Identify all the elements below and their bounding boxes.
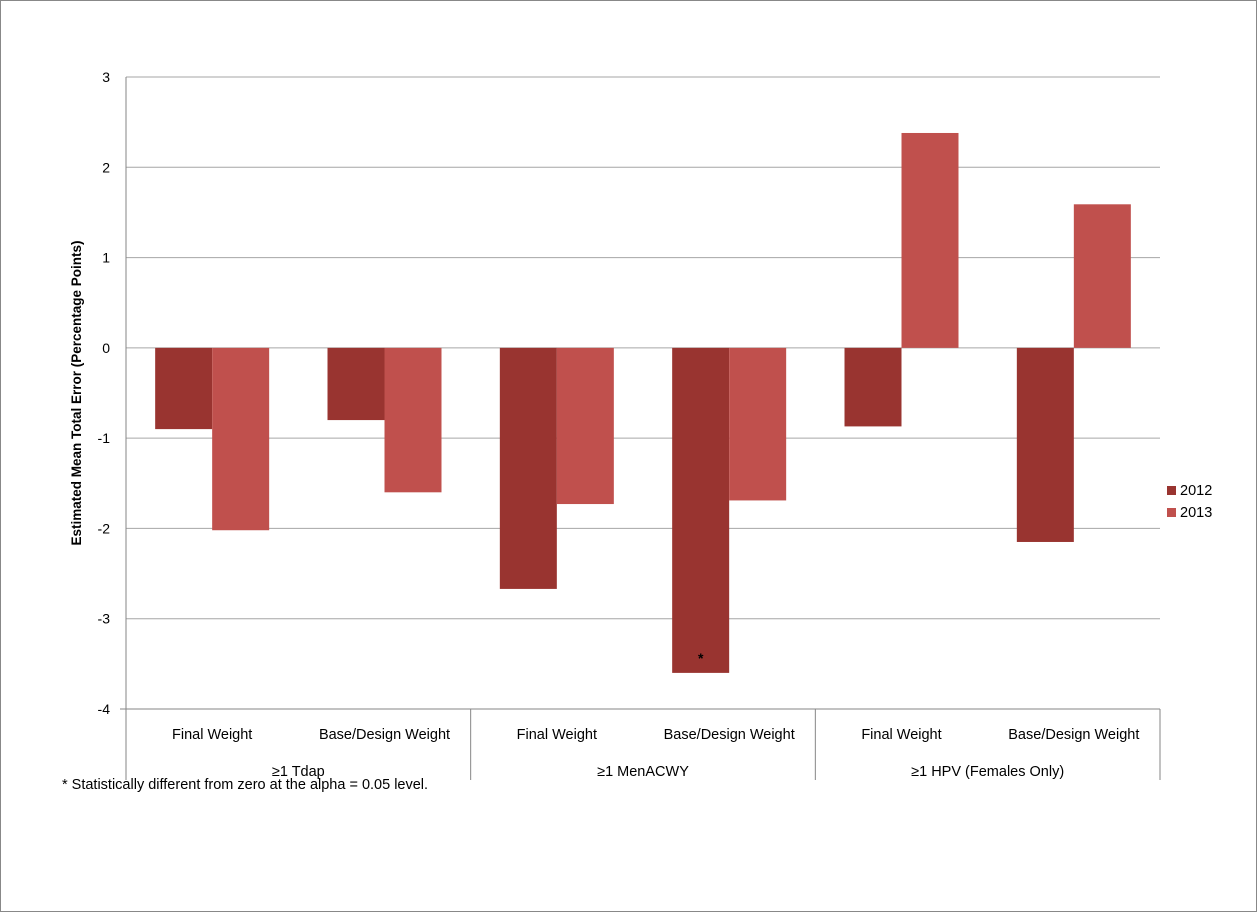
y-tick-label: -4	[98, 701, 111, 717]
bar-2013	[212, 347, 270, 531]
y-axis-label: Estimated Mean Total Error (Percentage P…	[69, 240, 84, 545]
x-tick-label: Base/Design Weight	[664, 727, 795, 743]
bar-2012	[155, 347, 213, 430]
bar-2012	[844, 347, 902, 427]
axes	[120, 77, 1161, 780]
y-tick-label: -3	[98, 611, 111, 627]
labels: 3 2 1 0 -1 -2 -3 -4 * ≥1 Tdap ≥1 MenACWY ≥1 HPV (Fe…	[98, 69, 1140, 780]
bar-2013	[1073, 204, 1131, 348]
legend-swatch-2013	[1167, 508, 1176, 517]
legend: 2012 2013	[1167, 483, 1212, 521]
group-label: ≥1 MenACWY	[597, 764, 689, 780]
legend-swatch-2012	[1167, 486, 1176, 495]
bar-2013	[556, 347, 614, 505]
x-tick-label: Final Weight	[861, 727, 941, 743]
legend-label-2013: 2013	[1180, 505, 1212, 521]
gridlines	[126, 76, 1160, 710]
group-label: ≥1 HPV (Females Only)	[911, 764, 1064, 780]
group-label: ≥1 Tdap	[272, 764, 325, 780]
y-tick-label: 3	[102, 69, 110, 85]
x-tick-label: Final Weight	[172, 727, 252, 743]
x-tick-label: Base/Design Weight	[1008, 727, 1139, 743]
bar-2013	[729, 347, 787, 501]
bar-2012	[1016, 347, 1074, 542]
x-tick-label: Base/Design Weight	[319, 727, 450, 743]
y-tick-label: -1	[98, 430, 111, 446]
bar-2013	[901, 132, 959, 348]
bar-2012	[499, 347, 557, 589]
bar-2013	[384, 347, 442, 493]
legend-label-2012: 2012	[1180, 483, 1212, 499]
bar-2012	[327, 347, 385, 421]
y-tick-label: 0	[102, 340, 110, 356]
bar-2012	[672, 347, 730, 673]
bars	[155, 132, 1131, 673]
x-tick-label: Final Weight	[517, 727, 597, 743]
footnote: * Statistically different from zero at t…	[62, 777, 428, 793]
y-tick-label: 1	[102, 250, 110, 266]
significance-marker: *	[698, 650, 704, 666]
y-tick-label: 2	[102, 159, 110, 175]
y-tick-label: -2	[98, 520, 111, 536]
